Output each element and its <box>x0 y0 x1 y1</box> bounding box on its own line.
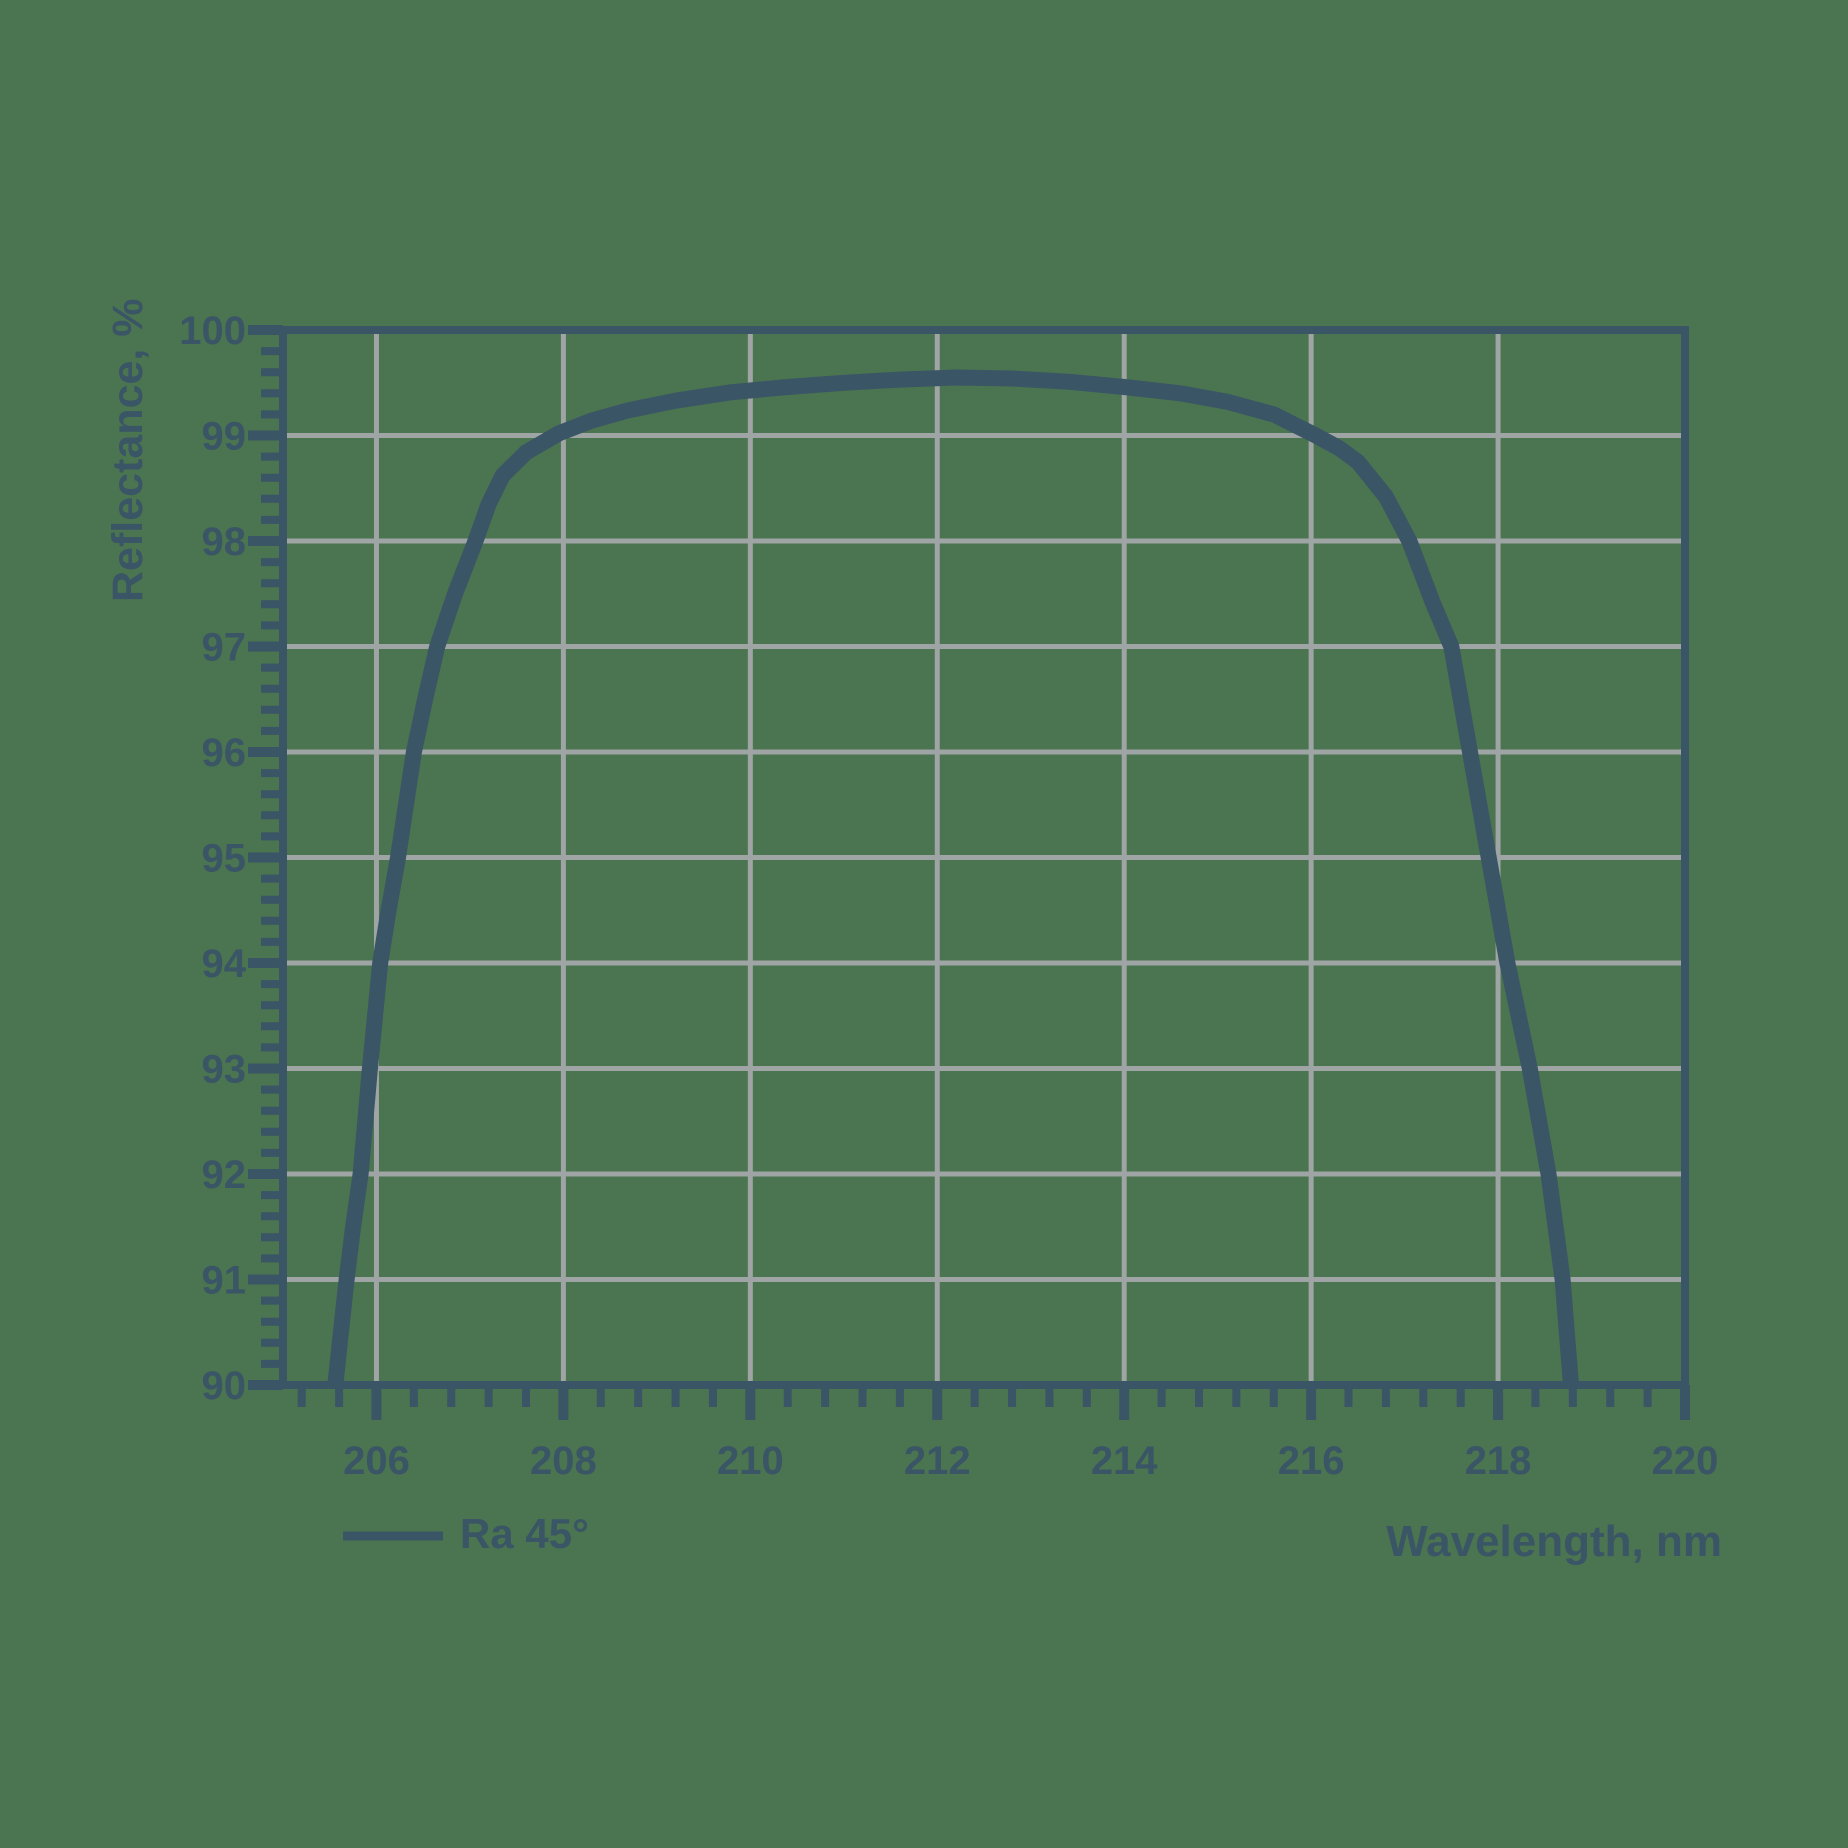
x-tick-label: 210 <box>717 1439 784 1483</box>
axis-ticks <box>248 325 1690 1420</box>
x-tick-label: 218 <box>1465 1439 1532 1483</box>
y-tick-label: 91 <box>202 1259 247 1303</box>
y-tick-label: 95 <box>202 837 247 881</box>
y-tick-label: 92 <box>202 1153 247 1197</box>
y-tick-label: 99 <box>202 415 247 459</box>
legend-label: Ra 45° <box>460 1510 589 1557</box>
y-tick-label: 100 <box>179 309 246 353</box>
y-tick-label: 90 <box>202 1364 247 1408</box>
x-tick-label: 206 <box>343 1439 410 1483</box>
x-tick-label: 212 <box>904 1439 971 1483</box>
x-tick-label: 208 <box>530 1439 597 1483</box>
x-tick-label: 220 <box>1652 1439 1719 1483</box>
y-tick-labels: 100 99 98 97 96 95 94 93 92 91 90 <box>179 309 246 1408</box>
x-tick-labels: 206 208 210 212 214 216 218 220 <box>343 1439 1718 1483</box>
y-tick-label: 94 <box>202 942 247 986</box>
x-tick-label: 214 <box>1091 1439 1158 1483</box>
y-tick-label: 93 <box>202 1048 247 1092</box>
legend: Ra 45° <box>343 1510 589 1557</box>
y-tick-label: 98 <box>202 520 247 564</box>
gridlines <box>283 330 1685 1385</box>
y-tick-label: 97 <box>202 626 247 670</box>
x-tick-label: 216 <box>1278 1439 1345 1483</box>
reflectance-curve <box>327 369 1579 1386</box>
y-axis-title: Reflectance, % <box>104 298 152 602</box>
x-axis-title: Wavelength, nm <box>1386 1517 1722 1566</box>
y-tick-label: 96 <box>202 731 247 775</box>
